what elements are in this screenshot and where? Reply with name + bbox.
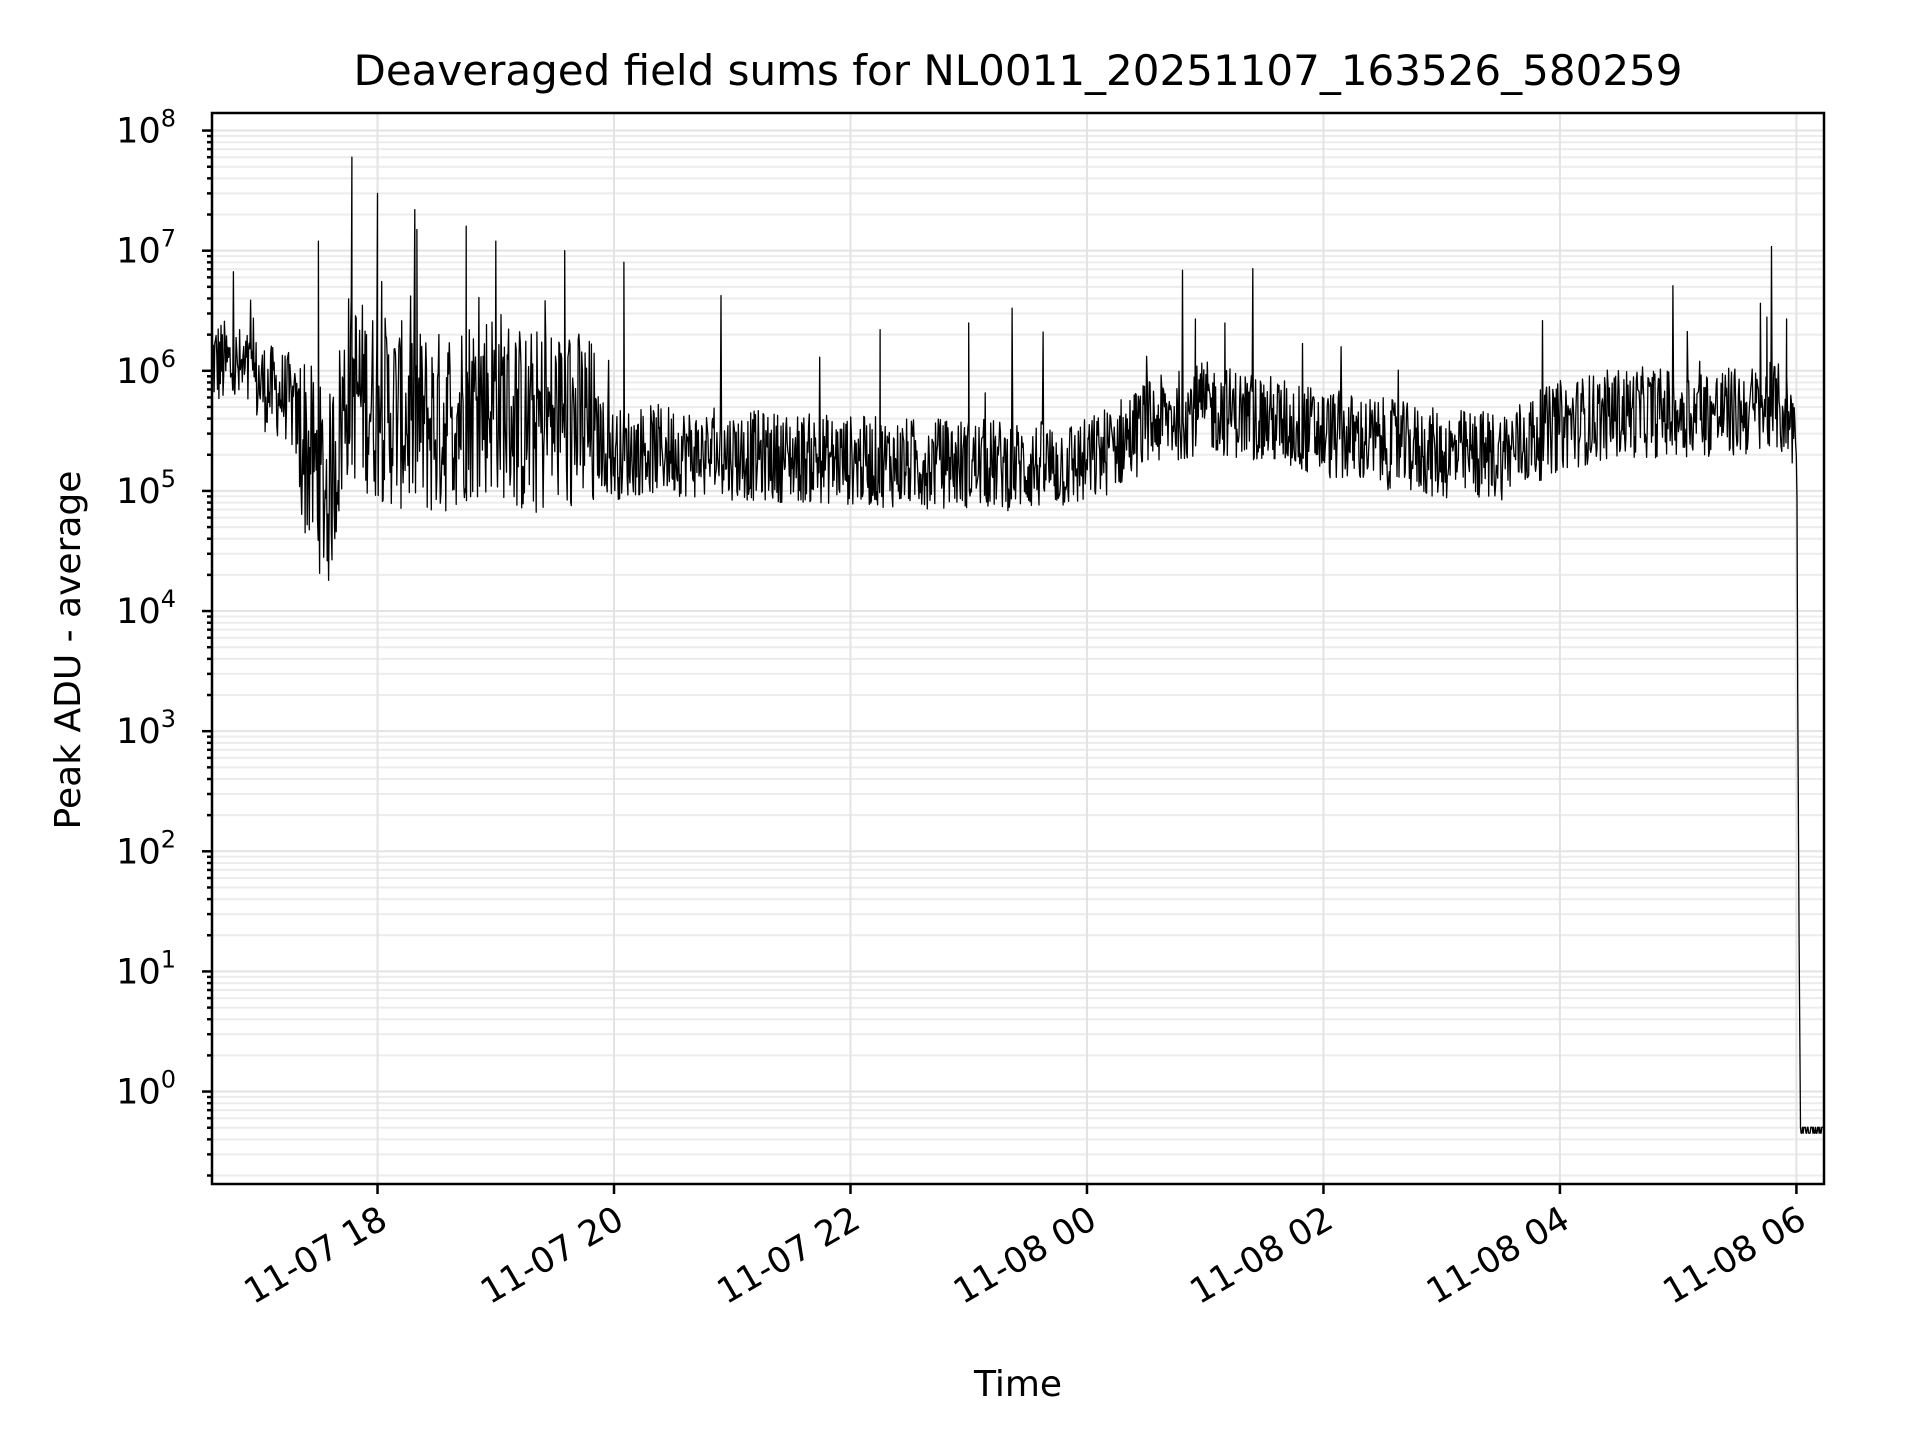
x-tick-label: 11-07 22 bbox=[711, 1199, 867, 1312]
plot-frame bbox=[210, 111, 1826, 1186]
x-axis-label: Time bbox=[973, 1364, 1062, 1405]
y-tick-exponent: 2 bbox=[161, 825, 176, 853]
y-tick-label: 106 bbox=[116, 345, 176, 392]
y-tick-exponent: 0 bbox=[161, 1066, 176, 1094]
x-tick-label: 11-08 06 bbox=[1657, 1199, 1813, 1312]
y-tick-exponent: 5 bbox=[161, 465, 176, 493]
x-tick-label: 11-08 02 bbox=[1184, 1199, 1340, 1312]
y-tick-base: 10 bbox=[116, 1073, 161, 1113]
x-tick-label: 11-07 18 bbox=[238, 1199, 394, 1312]
y-tick-base: 10 bbox=[116, 712, 161, 752]
y-tick-label: 103 bbox=[116, 705, 176, 752]
y-tick-base: 10 bbox=[116, 232, 161, 272]
y-tick-exponent: 6 bbox=[161, 345, 176, 373]
y-tick-label: 104 bbox=[116, 585, 176, 632]
y-tick-label: 102 bbox=[116, 825, 176, 872]
x-tick-label: 11-07 20 bbox=[474, 1199, 630, 1312]
y-tick-label: 101 bbox=[116, 945, 176, 992]
y-tick-base: 10 bbox=[116, 472, 161, 512]
chart-title: Deaveraged field sums for NL0011_2025110… bbox=[354, 46, 1683, 95]
y-tick-base: 10 bbox=[116, 352, 161, 392]
y-tick-exponent: 8 bbox=[161, 105, 176, 133]
y-tick-exponent: 7 bbox=[161, 225, 176, 253]
series-line bbox=[211, 156, 1824, 1134]
y-tick-base: 10 bbox=[116, 592, 161, 632]
y-tick-base: 10 bbox=[116, 112, 161, 152]
y-tick-exponent: 1 bbox=[161, 945, 176, 973]
x-tick-label: 11-08 04 bbox=[1420, 1199, 1576, 1312]
y-tick-exponent: 4 bbox=[161, 585, 176, 613]
y-tick-label: 105 bbox=[116, 465, 176, 512]
y-tick-label: 107 bbox=[116, 225, 176, 272]
y-tick-label: 100 bbox=[116, 1066, 176, 1113]
y-tick-base: 10 bbox=[116, 832, 161, 872]
grid-lines bbox=[212, 113, 1824, 1184]
y-tick-label: 108 bbox=[116, 105, 176, 152]
y-axis-label: Peak ADU - average bbox=[48, 471, 89, 830]
y-tick-base: 10 bbox=[116, 952, 161, 992]
x-tick-label: 11-08 00 bbox=[947, 1199, 1103, 1312]
y-tick-exponent: 3 bbox=[161, 705, 176, 733]
